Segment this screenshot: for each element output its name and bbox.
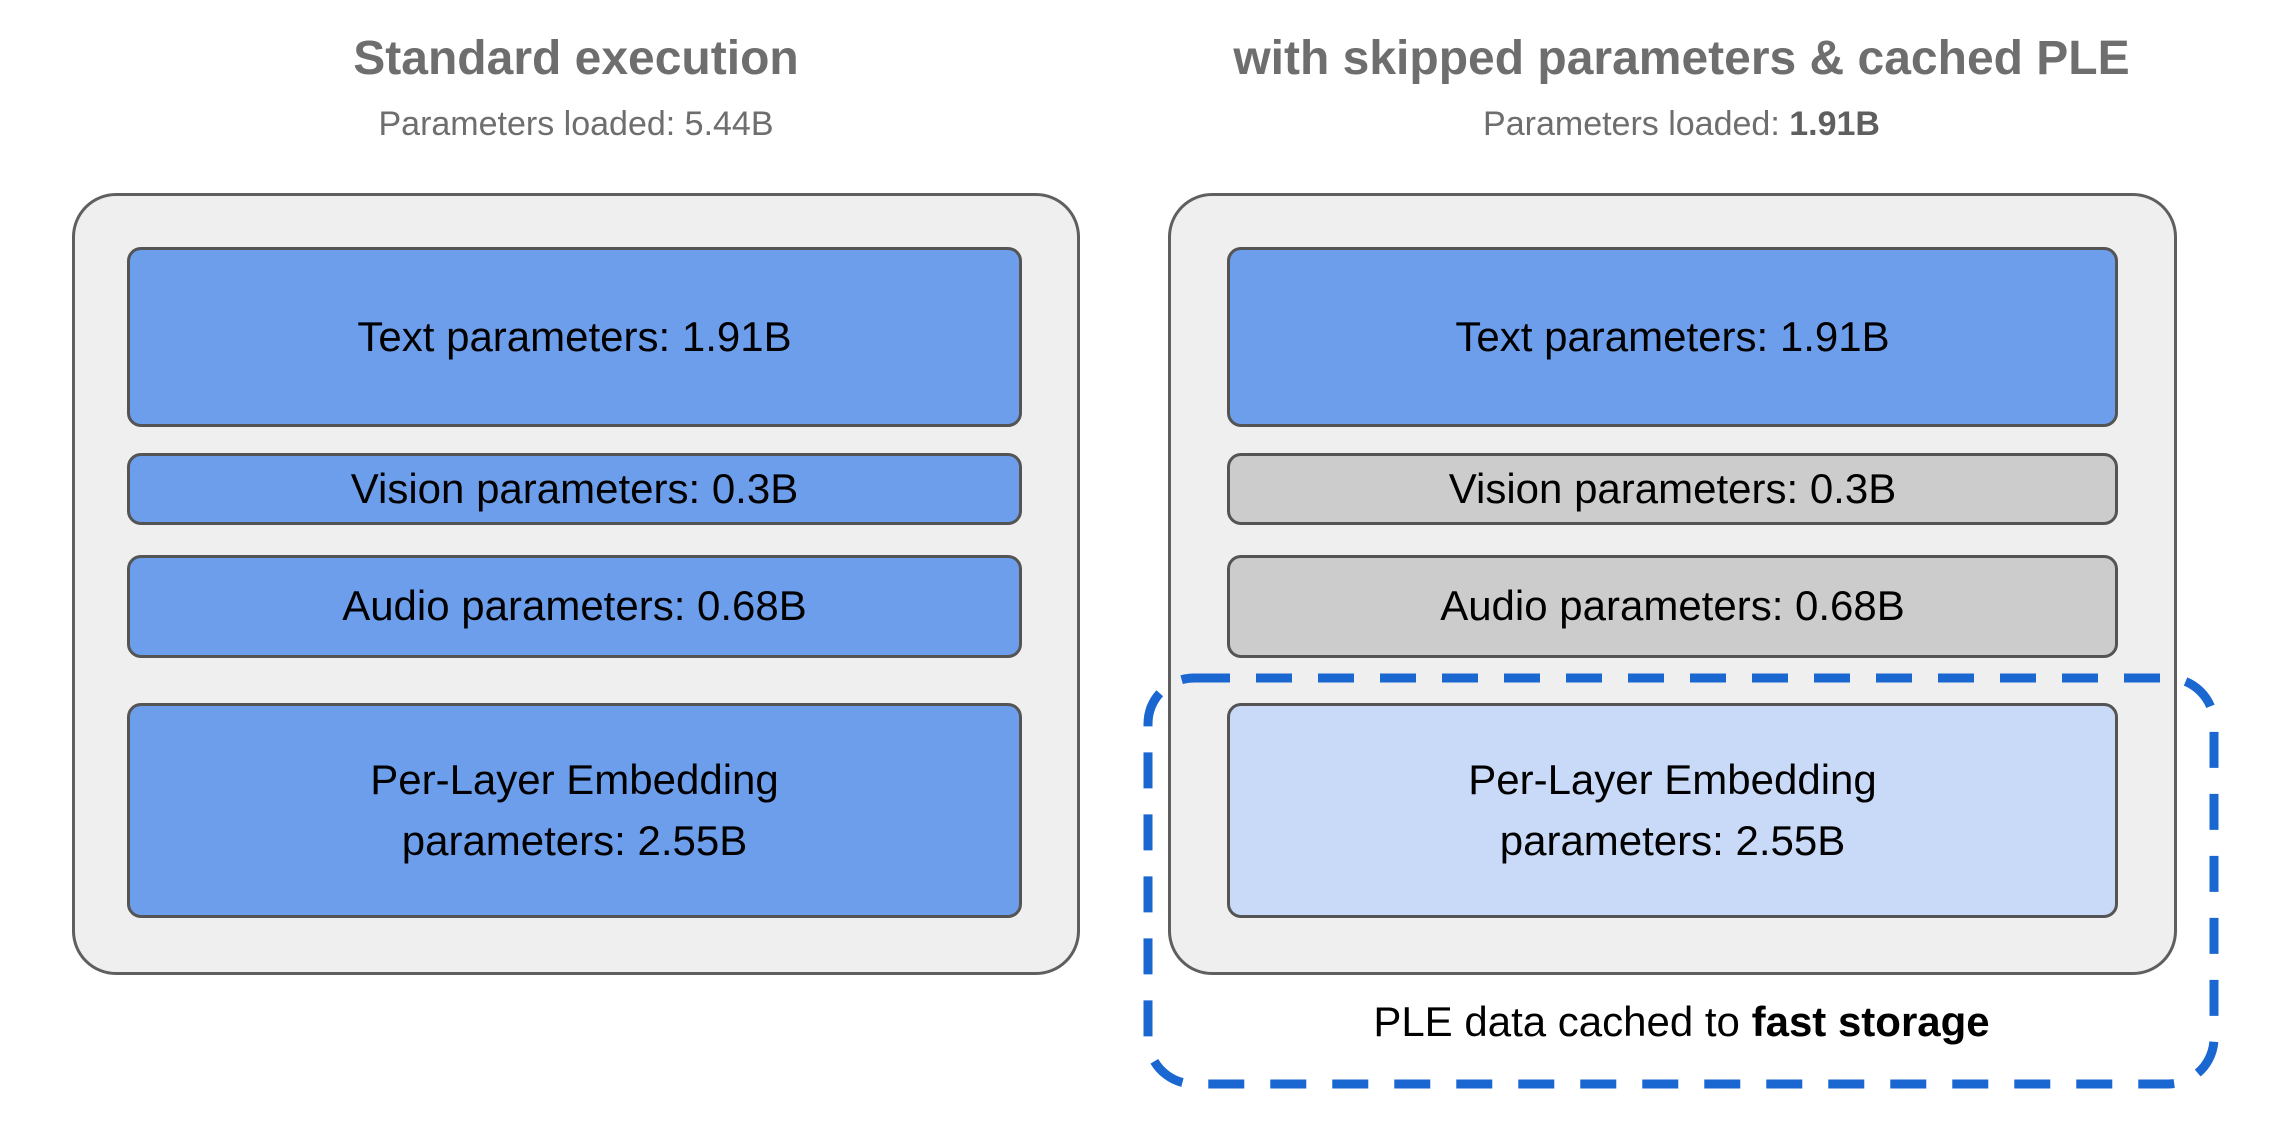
right-column-subtitle: Parameters loaded: 1.91B xyxy=(1145,104,2218,145)
left-column-subtitle: Parameters loaded: 5.44B xyxy=(72,104,1080,145)
right-text-parameters-label: Text parameters: 1.91B xyxy=(1455,312,1890,360)
right-subtitle-label: Parameters loaded: xyxy=(1483,105,1790,143)
cached-ple-caption-prefix: PLE data cached to xyxy=(1373,998,1752,1045)
left-audio-parameters-label: Audio parameters: 0.68B xyxy=(342,582,807,630)
left-audio-parameters-box: Audio parameters: 0.68B xyxy=(127,555,1022,658)
cached-ple-dashed-border xyxy=(1143,673,2219,1089)
left-vision-parameters-box: Vision parameters: 0.3B xyxy=(127,453,1022,525)
cached-ple-dashed-region xyxy=(1143,673,2219,1089)
left-vision-parameters-label: Vision parameters: 0.3B xyxy=(350,464,799,512)
right-text-parameters-box: Text parameters: 1.91B xyxy=(1227,247,2118,427)
right-vision-parameters-box-skipped: Vision parameters: 0.3B xyxy=(1227,453,2118,525)
left-text-parameters-label: Text parameters: 1.91B xyxy=(357,312,792,360)
right-audio-parameters-box-skipped: Audio parameters: 0.68B xyxy=(1227,555,2118,658)
left-ple-parameters-box: Per-Layer Embedding parameters: 2.55B xyxy=(127,703,1022,918)
cached-ple-caption-bold: fast storage xyxy=(1751,998,1990,1045)
right-subtitle-value: 1.91B xyxy=(1789,105,1880,143)
right-vision-parameters-label: Vision parameters: 0.3B xyxy=(1448,464,1897,512)
left-text-parameters-box: Text parameters: 1.91B xyxy=(127,247,1022,427)
left-subtitle-value: 5.44B xyxy=(684,105,774,143)
left-subtitle-label: Parameters loaded: xyxy=(378,105,685,143)
right-ple-parameters-label: Per-Layer Embedding parameters: 2.55B xyxy=(1468,755,1877,864)
left-ple-parameters-label: Per-Layer Embedding parameters: 2.55B xyxy=(370,755,779,864)
left-column-title: Standard execution xyxy=(353,32,799,85)
right-audio-parameters-label: Audio parameters: 0.68B xyxy=(1440,582,1905,630)
right-column-title: with skipped parameters & cached PLE xyxy=(1233,32,2130,85)
right-ple-parameters-box-cached: Per-Layer Embedding parameters: 2.55B xyxy=(1227,703,2118,918)
cached-ple-caption: PLE data cached to fast storage xyxy=(1145,998,2218,1046)
